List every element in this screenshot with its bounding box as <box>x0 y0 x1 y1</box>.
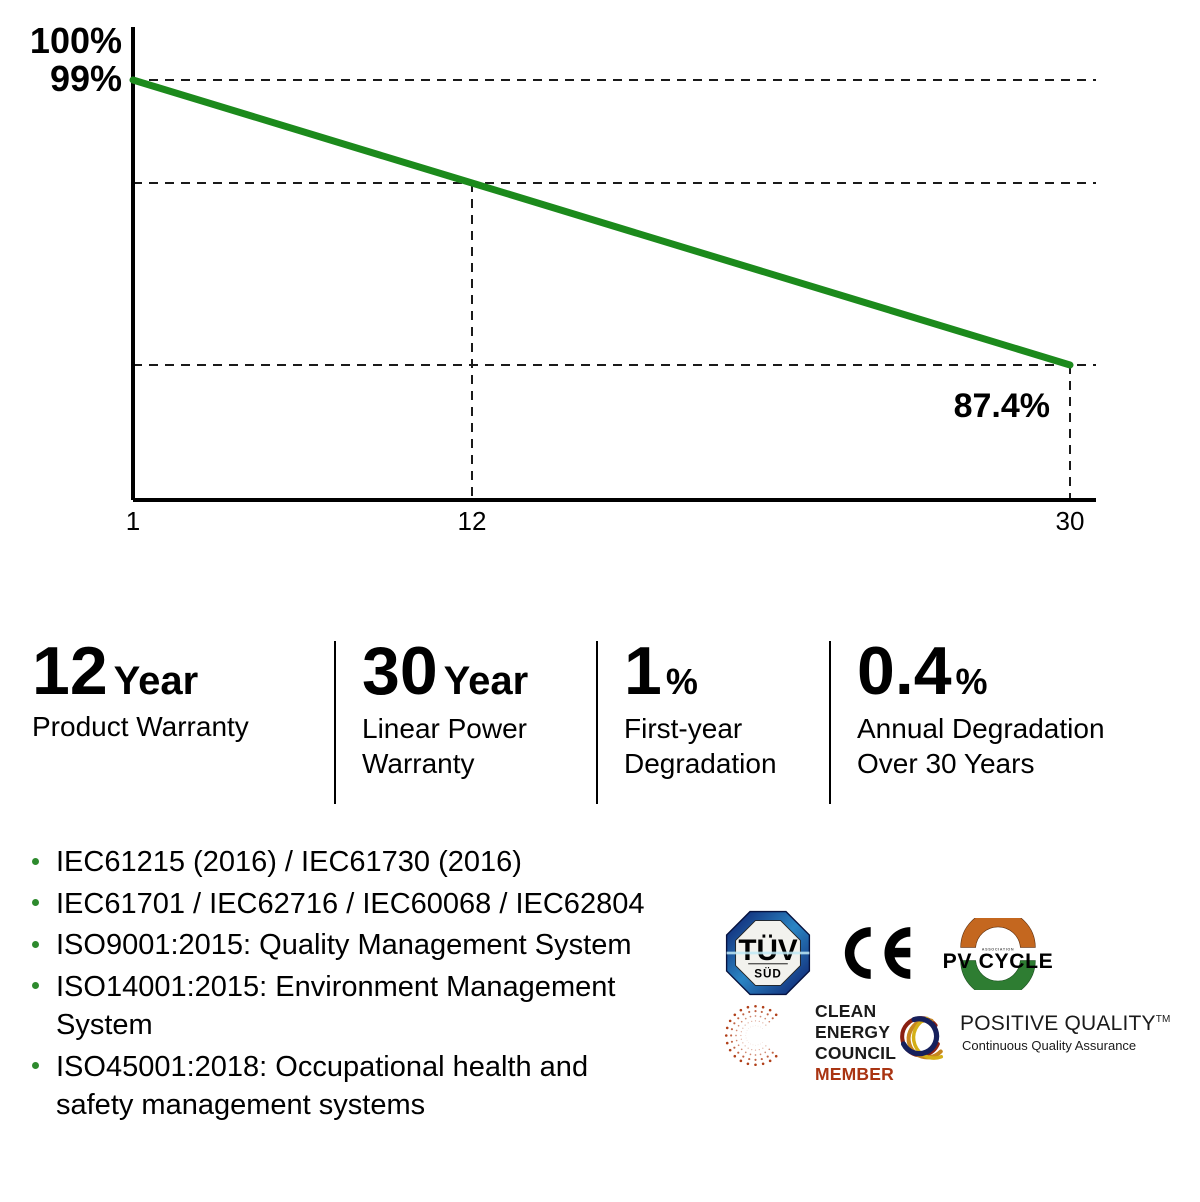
svg-text:30: 30 <box>1056 506 1085 530</box>
svg-text:1: 1 <box>126 506 140 530</box>
svg-text:99%: 99% <box>50 58 122 99</box>
svg-text:87.4%: 87.4% <box>954 387 1050 425</box>
svg-text:100%: 100% <box>30 20 122 61</box>
svg-text:12: 12 <box>458 506 487 530</box>
svg-text:PV CYCLE: PV CYCLE <box>943 950 1054 973</box>
svg-text:SÜD: SÜD <box>754 967 781 980</box>
svg-text:TÜV: TÜV <box>738 934 798 967</box>
